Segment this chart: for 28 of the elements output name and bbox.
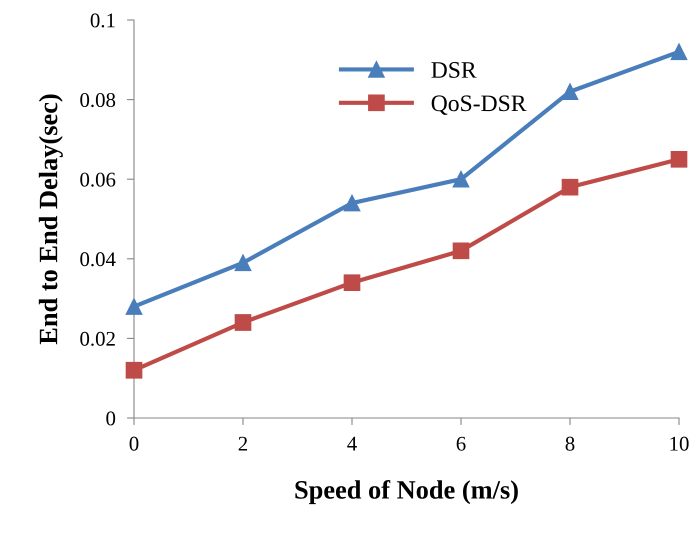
point (126, 362, 142, 379)
y-tick-label: 0.02 (80, 332, 115, 346)
y-tick-label: 0 (106, 411, 116, 426)
legend-label: QoS-DSR (432, 95, 526, 115)
x-tick-label: 8 (566, 436, 574, 451)
x-tick-label: 10 (670, 436, 689, 451)
y-tick-label: 0.08 (80, 92, 116, 108)
point (562, 178, 578, 196)
point (344, 274, 360, 292)
point (234, 314, 252, 331)
point (344, 194, 360, 212)
x-tick-label: 2 (238, 436, 248, 451)
point (234, 254, 252, 272)
x-tick-label: 6 (456, 436, 466, 451)
point (452, 242, 470, 260)
x-tick-label: 4 (347, 436, 357, 451)
point (670, 150, 688, 168)
x-axis-title: Speed of Node (m/s) (295, 480, 518, 504)
point (670, 44, 688, 60)
y-tick-label: 0.1 (90, 13, 115, 28)
x-tick-label: 0 (130, 436, 138, 451)
point (562, 83, 578, 100)
point (452, 170, 470, 188)
y-tick-label: 0.06 (80, 172, 116, 187)
point (126, 298, 142, 315)
y-axis-title: End to End Delay(sec) (38, 94, 63, 344)
y-tick-label: 0.04 (80, 252, 116, 266)
legend-label: DSR (431, 62, 477, 78)
